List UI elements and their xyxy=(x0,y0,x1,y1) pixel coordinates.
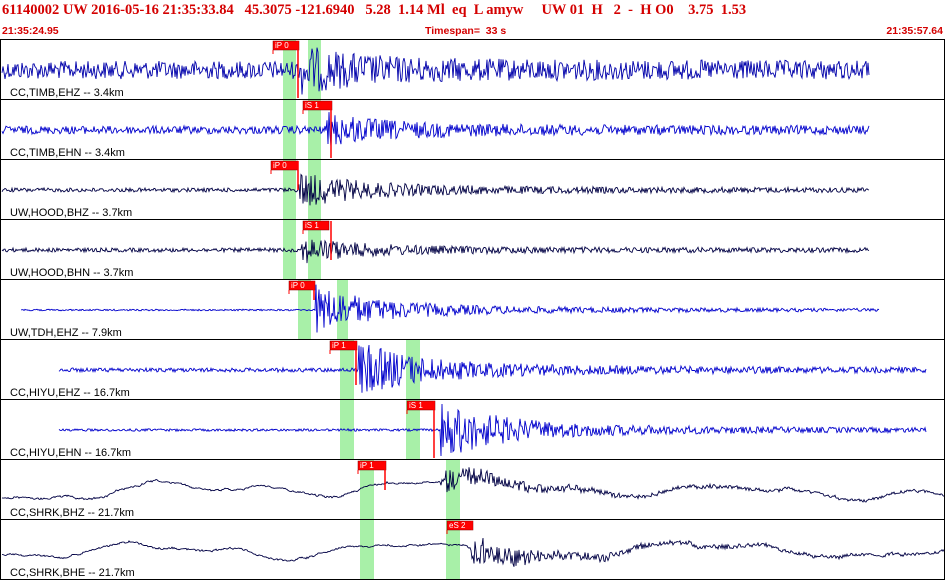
pick-marker[interactable]: iS 1 xyxy=(302,220,332,260)
trace-row[interactable]: iP 0 CC,TIMB,EHZ -- 3.4km xyxy=(0,40,945,100)
waveform-trace xyxy=(1,467,945,503)
trace-row[interactable]: iP 1 CC,SHRK,BHZ -- 21.7km xyxy=(0,460,945,520)
trace-row[interactable]: iS 1 CC,HIYU,EHN -- 16.7km xyxy=(0,400,945,460)
waveform-trace xyxy=(1,239,870,264)
channel-label: CC,SHRK,BHZ -- 21.7km xyxy=(10,507,134,519)
pick-marker[interactable]: iS 1 xyxy=(302,100,333,158)
pick-marker[interactable]: iP 1 xyxy=(357,460,387,490)
header-bar: 61140002 UW 2016-05-16 21:35:33.84 45.30… xyxy=(0,0,945,38)
channel-label: CC,TIMB,EHN -- 3.4km xyxy=(10,147,125,159)
start-time-label: 21:35:24.95 xyxy=(2,25,59,37)
waveform-trace xyxy=(58,344,927,393)
trace-row[interactable]: iP 0 UW,HOOD,BHZ -- 3.7km xyxy=(0,160,945,220)
trace-row[interactable]: iS 1 CC,TIMB,EHN -- 3.4km xyxy=(0,100,945,160)
pick-label: iS 1 xyxy=(305,221,319,230)
pick-label: iP 0 xyxy=(273,161,287,170)
pick-marker[interactable]: iP 0 xyxy=(288,280,316,300)
pick-label: iS 1 xyxy=(305,101,319,110)
waveform-trace xyxy=(58,403,927,457)
pick-window xyxy=(283,40,296,100)
pick-marker[interactable]: iS 1 xyxy=(406,400,436,458)
trace-row[interactable]: iP 0 UW,TDH,EHZ -- 7.9km xyxy=(0,280,945,340)
waveform-trace xyxy=(1,47,870,95)
trace-row[interactable]: iS 1 UW,HOOD,BHN -- 3.7km xyxy=(0,220,945,280)
pick-label: iS 1 xyxy=(409,401,423,410)
end-time-label: 21:35:57.64 xyxy=(886,25,943,37)
channel-label: CC,HIYU,EHZ -- 16.7km xyxy=(10,387,130,399)
pick-window xyxy=(283,160,296,220)
pick-window xyxy=(360,460,374,520)
timespan-label: Timespan= 33 s xyxy=(425,25,507,37)
channel-label: UW,HOOD,BHZ -- 3.7km xyxy=(10,207,132,219)
channel-label: UW,HOOD,BHN -- 3.7km xyxy=(10,267,133,279)
pick-label: eS 2 xyxy=(449,521,466,530)
channel-label: CC,TIMB,EHZ -- 3.4km xyxy=(10,87,124,99)
pick-marker[interactable]: iP 0 xyxy=(272,40,300,98)
waveform-trace xyxy=(1,173,870,206)
pick-window xyxy=(446,520,460,580)
event-summary-line: 61140002 UW 2016-05-16 21:35:33.84 45.30… xyxy=(2,2,747,18)
pick-window xyxy=(406,340,420,400)
pick-label: iP 0 xyxy=(275,41,289,50)
trace-row[interactable]: eS 2 CC,SHRK,BHE -- 21.7km xyxy=(0,520,945,580)
channel-label: UW,TDH,EHZ -- 7.9km xyxy=(10,327,122,339)
pick-marker[interactable]: iP 1 xyxy=(329,340,358,385)
pick-marker[interactable]: eS 2 xyxy=(446,520,474,534)
pick-window xyxy=(446,460,460,520)
pick-window xyxy=(360,520,374,580)
pick-label: iP 1 xyxy=(332,341,346,350)
channel-label: CC,HIYU,EHN -- 16.7km xyxy=(10,447,131,459)
pick-label: iP 1 xyxy=(360,461,374,470)
waveform-trace xyxy=(21,284,880,333)
channel-label: CC,SHRK,BHE -- 21.7km xyxy=(10,567,135,579)
trace-row[interactable]: iP 1 CC,HIYU,EHZ -- 16.7km xyxy=(0,340,945,400)
waveform-trace xyxy=(2,537,945,567)
pick-label: iP 0 xyxy=(291,281,305,290)
pick-marker[interactable]: iP 0 xyxy=(270,160,299,190)
waveform-trace xyxy=(1,112,870,147)
